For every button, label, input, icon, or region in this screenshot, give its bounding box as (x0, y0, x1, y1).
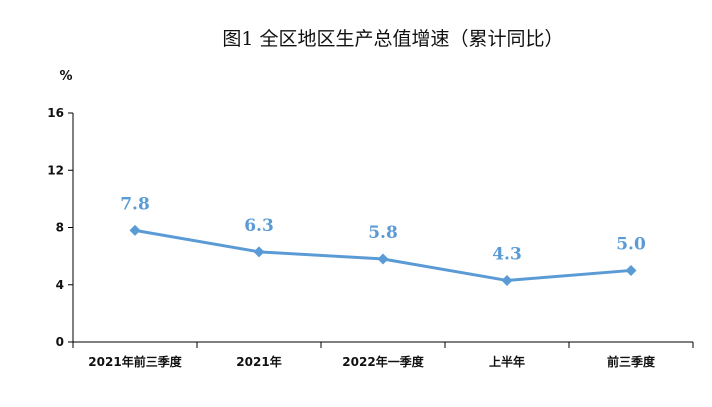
data-point-marker (129, 224, 141, 236)
data-label: 5.0 (616, 234, 646, 254)
series-group (129, 224, 637, 286)
data-label: 6.3 (244, 216, 274, 236)
x-tick-label: 上半年 (489, 354, 525, 369)
x-tick-label: 2021年 (236, 354, 281, 369)
y-tick-label: 8 (56, 221, 64, 235)
y-axis-unit: % (59, 69, 72, 84)
y-tick-label: 4 (56, 278, 64, 292)
data-label: 5.8 (368, 223, 398, 243)
y-tick-label: 0 (56, 335, 64, 349)
data-point-marker (377, 253, 389, 265)
x-tick-label: 2021年前三季度 (88, 354, 182, 369)
x-tick-label: 2022年一季度 (342, 354, 424, 369)
y-axis-ticks: 0 4 8 12 16 (47, 106, 73, 349)
data-point-marker (501, 274, 513, 286)
data-point-marker (253, 246, 265, 258)
x-tick-label: 前三季度 (607, 354, 656, 369)
data-label: 7.8 (120, 194, 150, 214)
chart-title: 图1 全区地区生产总值增速（累计同比） (222, 28, 563, 50)
y-tick-label: 16 (47, 106, 64, 120)
data-label: 4.3 (492, 244, 522, 264)
y-tick-label: 12 (47, 163, 64, 177)
data-labels: 7.8 6.3 5.8 4.3 5.0 (120, 194, 646, 264)
data-point-marker (625, 264, 637, 276)
x-axis-ticks: 2021年前三季度 2021年 2022年一季度 上半年 前三季度 (72, 342, 694, 369)
